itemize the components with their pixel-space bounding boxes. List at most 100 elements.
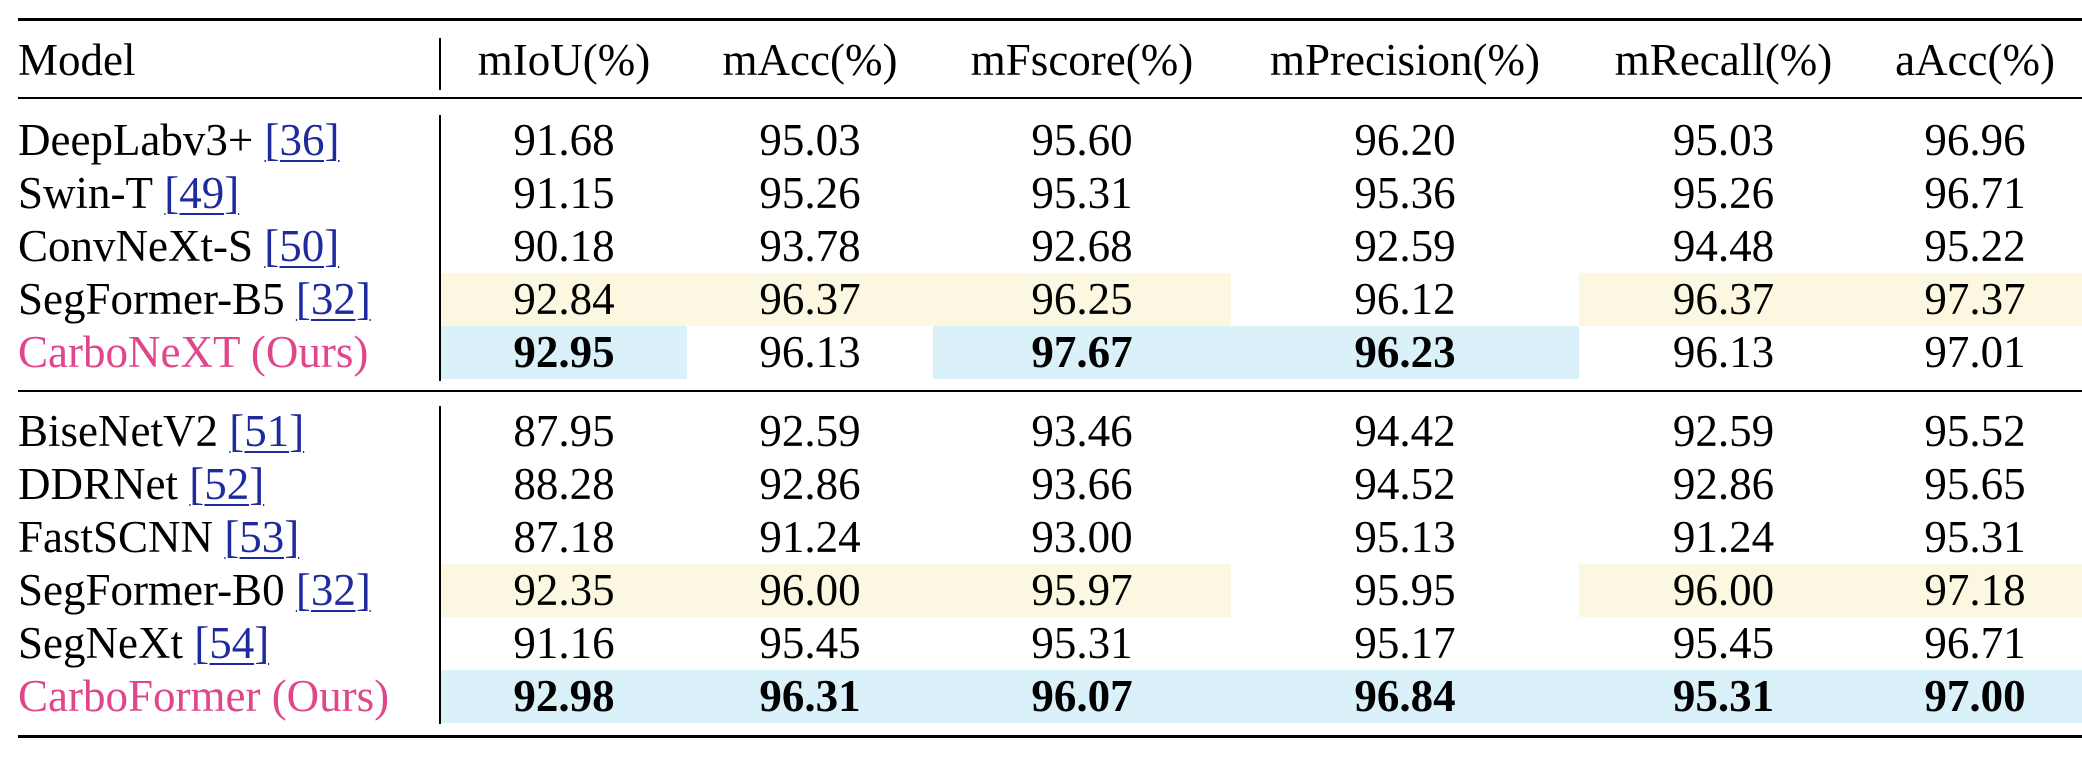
metric-cell: 96.37 <box>687 273 933 326</box>
metric-cell: 96.84 <box>1231 670 1579 723</box>
metric-cell: 91.16 <box>513 618 615 668</box>
metric-cell: 90.18 <box>513 221 615 271</box>
citation-link[interactable]: [51] <box>229 406 305 456</box>
model-name-cell: DDRNet [52] <box>0 458 438 511</box>
metric-cell: 87.18 <box>513 512 615 562</box>
header-mfscore: mFscore(%) <box>970 35 1194 85</box>
metric-cell: 92.98 <box>441 670 687 723</box>
metric-cell: 94.42 <box>1354 406 1456 456</box>
metric-cell: 96.23 <box>1231 326 1579 379</box>
metric-cell: 96.96 <box>1924 115 2026 165</box>
header-mrecall: mRecall(%) <box>1614 35 1833 85</box>
metric-cell: 88.28 <box>513 459 615 509</box>
group1-divider <box>439 115 441 381</box>
citation-link[interactable]: [32] <box>295 565 371 615</box>
header-model: Model <box>18 35 136 85</box>
metric-cell: 96.12 <box>1354 274 1456 324</box>
metric-cell: 97.67 <box>933 326 1231 379</box>
model-name: SegFormer-B0 <box>18 565 285 615</box>
metric-cell: 87.95 <box>513 406 615 456</box>
table-row: SegNeXt [54] 91.16 95.45 95.31 95.17 95.45 96.… <box>0 617 2082 670</box>
metric-cell: 95.31 <box>1579 670 1868 723</box>
citation-link[interactable]: [50] <box>264 221 340 271</box>
citation-link[interactable]: [32] <box>295 274 371 324</box>
metric-cell: 96.13 <box>1672 327 1775 377</box>
metric-cell: 96.71 <box>1924 168 2026 218</box>
metric-cell: 92.59 <box>1354 221 1456 271</box>
model-name: CarboNeXT (Ours) <box>18 327 369 377</box>
metric-cell: 95.31 <box>1924 512 2026 562</box>
metric-cell: 96.07 <box>933 670 1231 723</box>
model-name: SegFormer-B5 <box>18 274 285 324</box>
header-mprecision: mPrecision(%) <box>1270 35 1540 85</box>
metric-cell: 92.68 <box>1031 221 1133 271</box>
metric-cell: 95.97 <box>933 564 1231 617</box>
metric-cell: 95.03 <box>759 115 861 165</box>
top-rule <box>18 18 2082 21</box>
table-row: FastSCNN [53] 87.18 91.24 93.00 95.13 91.24 95… <box>0 511 2082 564</box>
metric-cell: 92.84 <box>441 273 687 326</box>
metric-cell: 95.26 <box>759 168 861 218</box>
metric-cell: 93.46 <box>1031 406 1133 456</box>
citation-link[interactable]: [53] <box>224 512 300 562</box>
metric-cell: 93.78 <box>759 221 861 271</box>
metric-cell: 95.13 <box>1354 512 1456 562</box>
model-name-cell: CarboNeXT (Ours) <box>0 326 438 379</box>
metric-cell: 97.00 <box>1868 670 2082 723</box>
metric-cell: 97.01 <box>1924 327 2026 377</box>
model-name-cell: DeepLabv3+ [36] <box>0 114 438 167</box>
header-aacc: aAcc(%) <box>1895 35 2055 85</box>
metric-cell: 91.68 <box>513 115 615 165</box>
metric-cell: 92.86 <box>759 459 861 509</box>
model-name-cell: SegFormer-B0 [32] <box>0 564 438 617</box>
model-name: ConvNeXt-S <box>18 221 253 271</box>
metric-cell: 91.24 <box>1672 512 1775 562</box>
metric-cell: 95.60 <box>1031 115 1133 165</box>
metric-cell: 95.36 <box>1354 168 1456 218</box>
model-name: BiseNetV2 <box>18 406 218 456</box>
citation-link[interactable]: [49] <box>164 168 240 218</box>
citation-link[interactable]: [36] <box>264 115 340 165</box>
metric-cell: 96.00 <box>1579 564 1868 617</box>
header-rule <box>18 97 2082 99</box>
metric-cell: 92.95 <box>441 326 687 379</box>
header-macc: mAcc(%) <box>722 35 898 85</box>
model-name-cell: CarboFormer (Ours) <box>0 670 438 723</box>
model-name: DDRNet <box>18 459 178 509</box>
model-name: CarboFormer (Ours) <box>18 671 390 721</box>
metric-cell: 95.03 <box>1672 115 1775 165</box>
header-miou: mIoU(%) <box>477 35 651 85</box>
model-name: Swin-T <box>18 168 153 218</box>
metric-cell: 96.13 <box>759 327 861 377</box>
metric-cell: 91.24 <box>759 512 861 562</box>
table-row: CarboNeXT (Ours) 92.95 96.13 97.67 96.23 96.1… <box>0 326 2082 379</box>
table-row: DDRNet [52] 88.28 92.86 93.66 94.52 92.86 95.6… <box>0 458 2082 511</box>
metric-cell: 95.95 <box>1354 565 1456 615</box>
header-divider <box>439 38 441 90</box>
group-rule <box>18 390 2082 392</box>
metric-cell: 94.52 <box>1354 459 1456 509</box>
bottom-rule <box>18 735 2082 738</box>
citation-link[interactable]: [54] <box>194 618 270 668</box>
metric-cell: 92.59 <box>1672 406 1775 456</box>
metric-cell: 97.37 <box>1868 273 2082 326</box>
model-name: SegNeXt <box>18 618 183 668</box>
metric-cell: 95.45 <box>759 618 861 668</box>
model-name-cell: SegFormer-B5 [32] <box>0 273 438 326</box>
metric-cell: 95.31 <box>1031 618 1133 668</box>
metric-cell: 92.59 <box>759 406 861 456</box>
table-row: ConvNeXt-S [50] 90.18 93.78 92.68 92.59 94.48… <box>0 220 2082 273</box>
metric-cell: 96.71 <box>1924 618 2026 668</box>
table-row: DeepLabv3+ [36] 91.68 95.03 95.60 96.20 95.03… <box>0 114 2082 167</box>
table-row: SegFormer-B0 [32] 92.35 96.00 95.97 95.95 96.… <box>0 564 2082 617</box>
table-row: CarboFormer (Ours) 92.98 96.31 96.07 96.84 95… <box>0 670 2082 723</box>
metric-cell: 93.00 <box>1031 512 1133 562</box>
metric-cell: 91.15 <box>513 168 615 218</box>
table-row: BiseNetV2 [51] 87.95 92.59 93.46 94.42 92.59 9… <box>0 405 2082 458</box>
model-name-cell: FastSCNN [53] <box>0 511 438 564</box>
metric-cell: 96.25 <box>933 273 1231 326</box>
metric-cell: 95.22 <box>1924 221 2026 271</box>
header-row: Model mIoU(%) mAcc(%) mFscore(%) mPrecis… <box>0 34 2082 87</box>
citation-link[interactable]: [52] <box>189 459 265 509</box>
model-name: FastSCNN <box>18 512 214 562</box>
